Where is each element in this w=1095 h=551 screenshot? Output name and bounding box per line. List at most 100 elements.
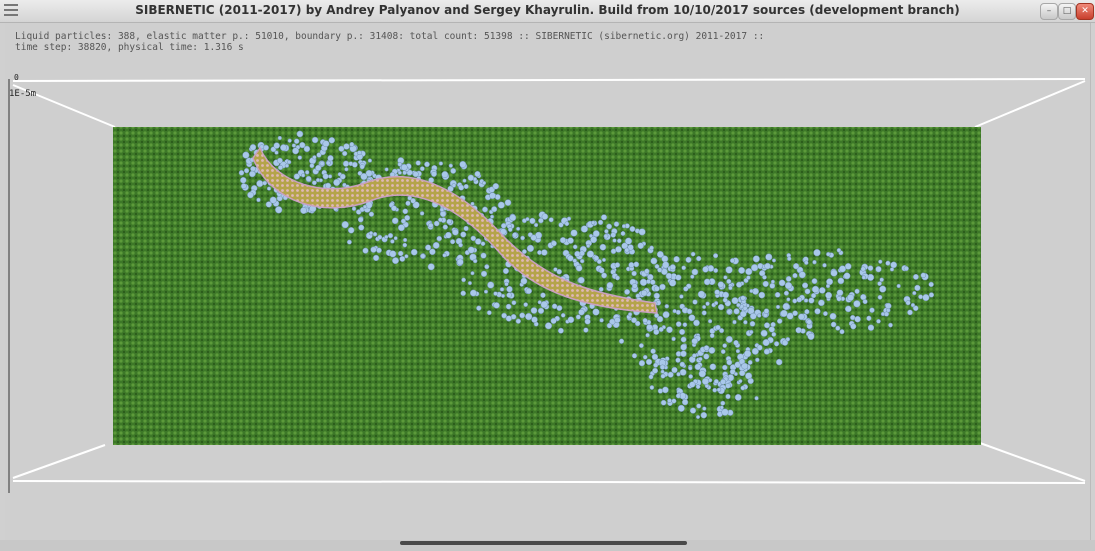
elastic-particle	[469, 289, 477, 297]
elastic-particle	[368, 211, 375, 217]
menu-icon[interactable]	[4, 4, 18, 16]
elastic-particle	[681, 399, 689, 406]
elastic-particle	[659, 283, 666, 291]
elastic-particle	[640, 289, 648, 297]
elastic-particle	[703, 278, 711, 286]
elastic-particle	[621, 224, 627, 229]
elastic-particle	[677, 404, 685, 412]
elastic-particle	[695, 414, 701, 420]
elastic-particle	[675, 357, 681, 363]
elastic-particle	[646, 324, 653, 331]
elastic-particle	[240, 176, 247, 184]
elastic-particle	[877, 281, 882, 286]
elastic-particle	[293, 173, 300, 180]
elastic-particle	[578, 308, 585, 316]
elastic-particle	[750, 264, 759, 272]
elastic-particle	[762, 339, 770, 347]
elastic-particle	[749, 312, 757, 320]
elastic-particle	[666, 326, 673, 334]
elastic-particle	[356, 150, 362, 156]
elastic-particle	[830, 269, 838, 277]
elastic-particle	[439, 210, 447, 218]
elastic-particle	[896, 283, 901, 289]
worm-body	[252, 146, 658, 314]
elastic-particle	[866, 315, 872, 321]
elastic-particle	[722, 364, 728, 371]
elastic-particle	[377, 234, 383, 240]
elastic-particle	[734, 393, 742, 401]
elastic-particle	[558, 222, 564, 228]
elastic-particle	[660, 399, 667, 406]
elastic-particle	[431, 171, 437, 177]
elastic-particle	[530, 307, 538, 314]
elastic-particle	[402, 242, 408, 248]
elastic-particle	[400, 218, 406, 224]
elastic-particle	[818, 299, 825, 307]
elastic-particle	[397, 170, 402, 175]
elastic-particle	[424, 161, 430, 168]
elastic-particle	[493, 302, 500, 309]
maximize-icon[interactable]: □	[1058, 3, 1076, 20]
elastic-particle	[701, 377, 710, 385]
elastic-particle	[867, 273, 875, 281]
elastic-particle	[712, 387, 718, 393]
elastic-particle	[504, 281, 509, 287]
elastic-particle	[675, 321, 682, 327]
elastic-particle	[650, 257, 658, 265]
elastic-particle	[599, 318, 604, 323]
elastic-particle	[572, 244, 578, 250]
elastic-particle	[740, 385, 746, 391]
elastic-particle	[538, 217, 544, 224]
elastic-particle	[757, 313, 762, 318]
elastic-particle	[879, 277, 884, 282]
elastic-particle	[620, 231, 626, 236]
elastic-particle	[325, 160, 331, 166]
elastic-particle	[305, 175, 312, 182]
elastic-particle	[798, 271, 806, 279]
elastic-particle	[467, 174, 475, 182]
horizontal-scrollbar[interactable]	[400, 541, 687, 545]
elastic-particle	[384, 234, 389, 239]
elastic-particle	[671, 336, 676, 342]
elastic-particle	[702, 304, 707, 310]
elastic-particle	[347, 227, 355, 234]
elastic-particle	[250, 166, 256, 172]
elastic-particle	[751, 347, 759, 355]
elastic-particle	[410, 248, 418, 256]
elastic-particle	[693, 319, 700, 327]
elastic-particle	[624, 247, 630, 253]
elastic-particle	[657, 267, 663, 273]
elastic-particle	[691, 337, 698, 345]
elastic-particle	[359, 164, 365, 170]
elastic-particle	[494, 194, 501, 200]
elastic-particle	[273, 142, 280, 149]
elastic-particle	[749, 320, 756, 327]
elastic-particle	[709, 363, 717, 371]
minimize-icon[interactable]: –	[1040, 3, 1058, 20]
elastic-particle	[429, 248, 436, 256]
elastic-particle	[541, 249, 548, 256]
elastic-particle	[719, 405, 724, 410]
elastic-particle	[862, 299, 868, 305]
elastic-particle	[338, 145, 345, 152]
elastic-particle	[360, 173, 368, 181]
elastic-particle	[370, 246, 377, 253]
elastic-particle	[850, 323, 857, 330]
elastic-particle	[391, 217, 399, 225]
simulation-canvas[interactable]	[5, 23, 1090, 540]
simulation-viewport[interactable]: Liquid particles: 388, elastic matter p.…	[5, 23, 1091, 540]
elastic-particle	[497, 201, 505, 209]
elastic-particle	[586, 243, 591, 248]
elastic-particle	[509, 214, 517, 222]
elastic-particle	[599, 243, 607, 251]
elastic-particle	[634, 320, 641, 327]
elastic-particle	[291, 143, 297, 148]
elastic-particle	[580, 225, 589, 233]
elastic-particle	[521, 249, 527, 255]
elastic-particle	[491, 206, 498, 213]
elastic-particle	[604, 229, 609, 234]
close-icon[interactable]: ✕	[1076, 3, 1094, 20]
elastic-particle	[515, 318, 521, 324]
elastic-particle	[575, 314, 581, 320]
elastic-particle	[867, 265, 874, 271]
